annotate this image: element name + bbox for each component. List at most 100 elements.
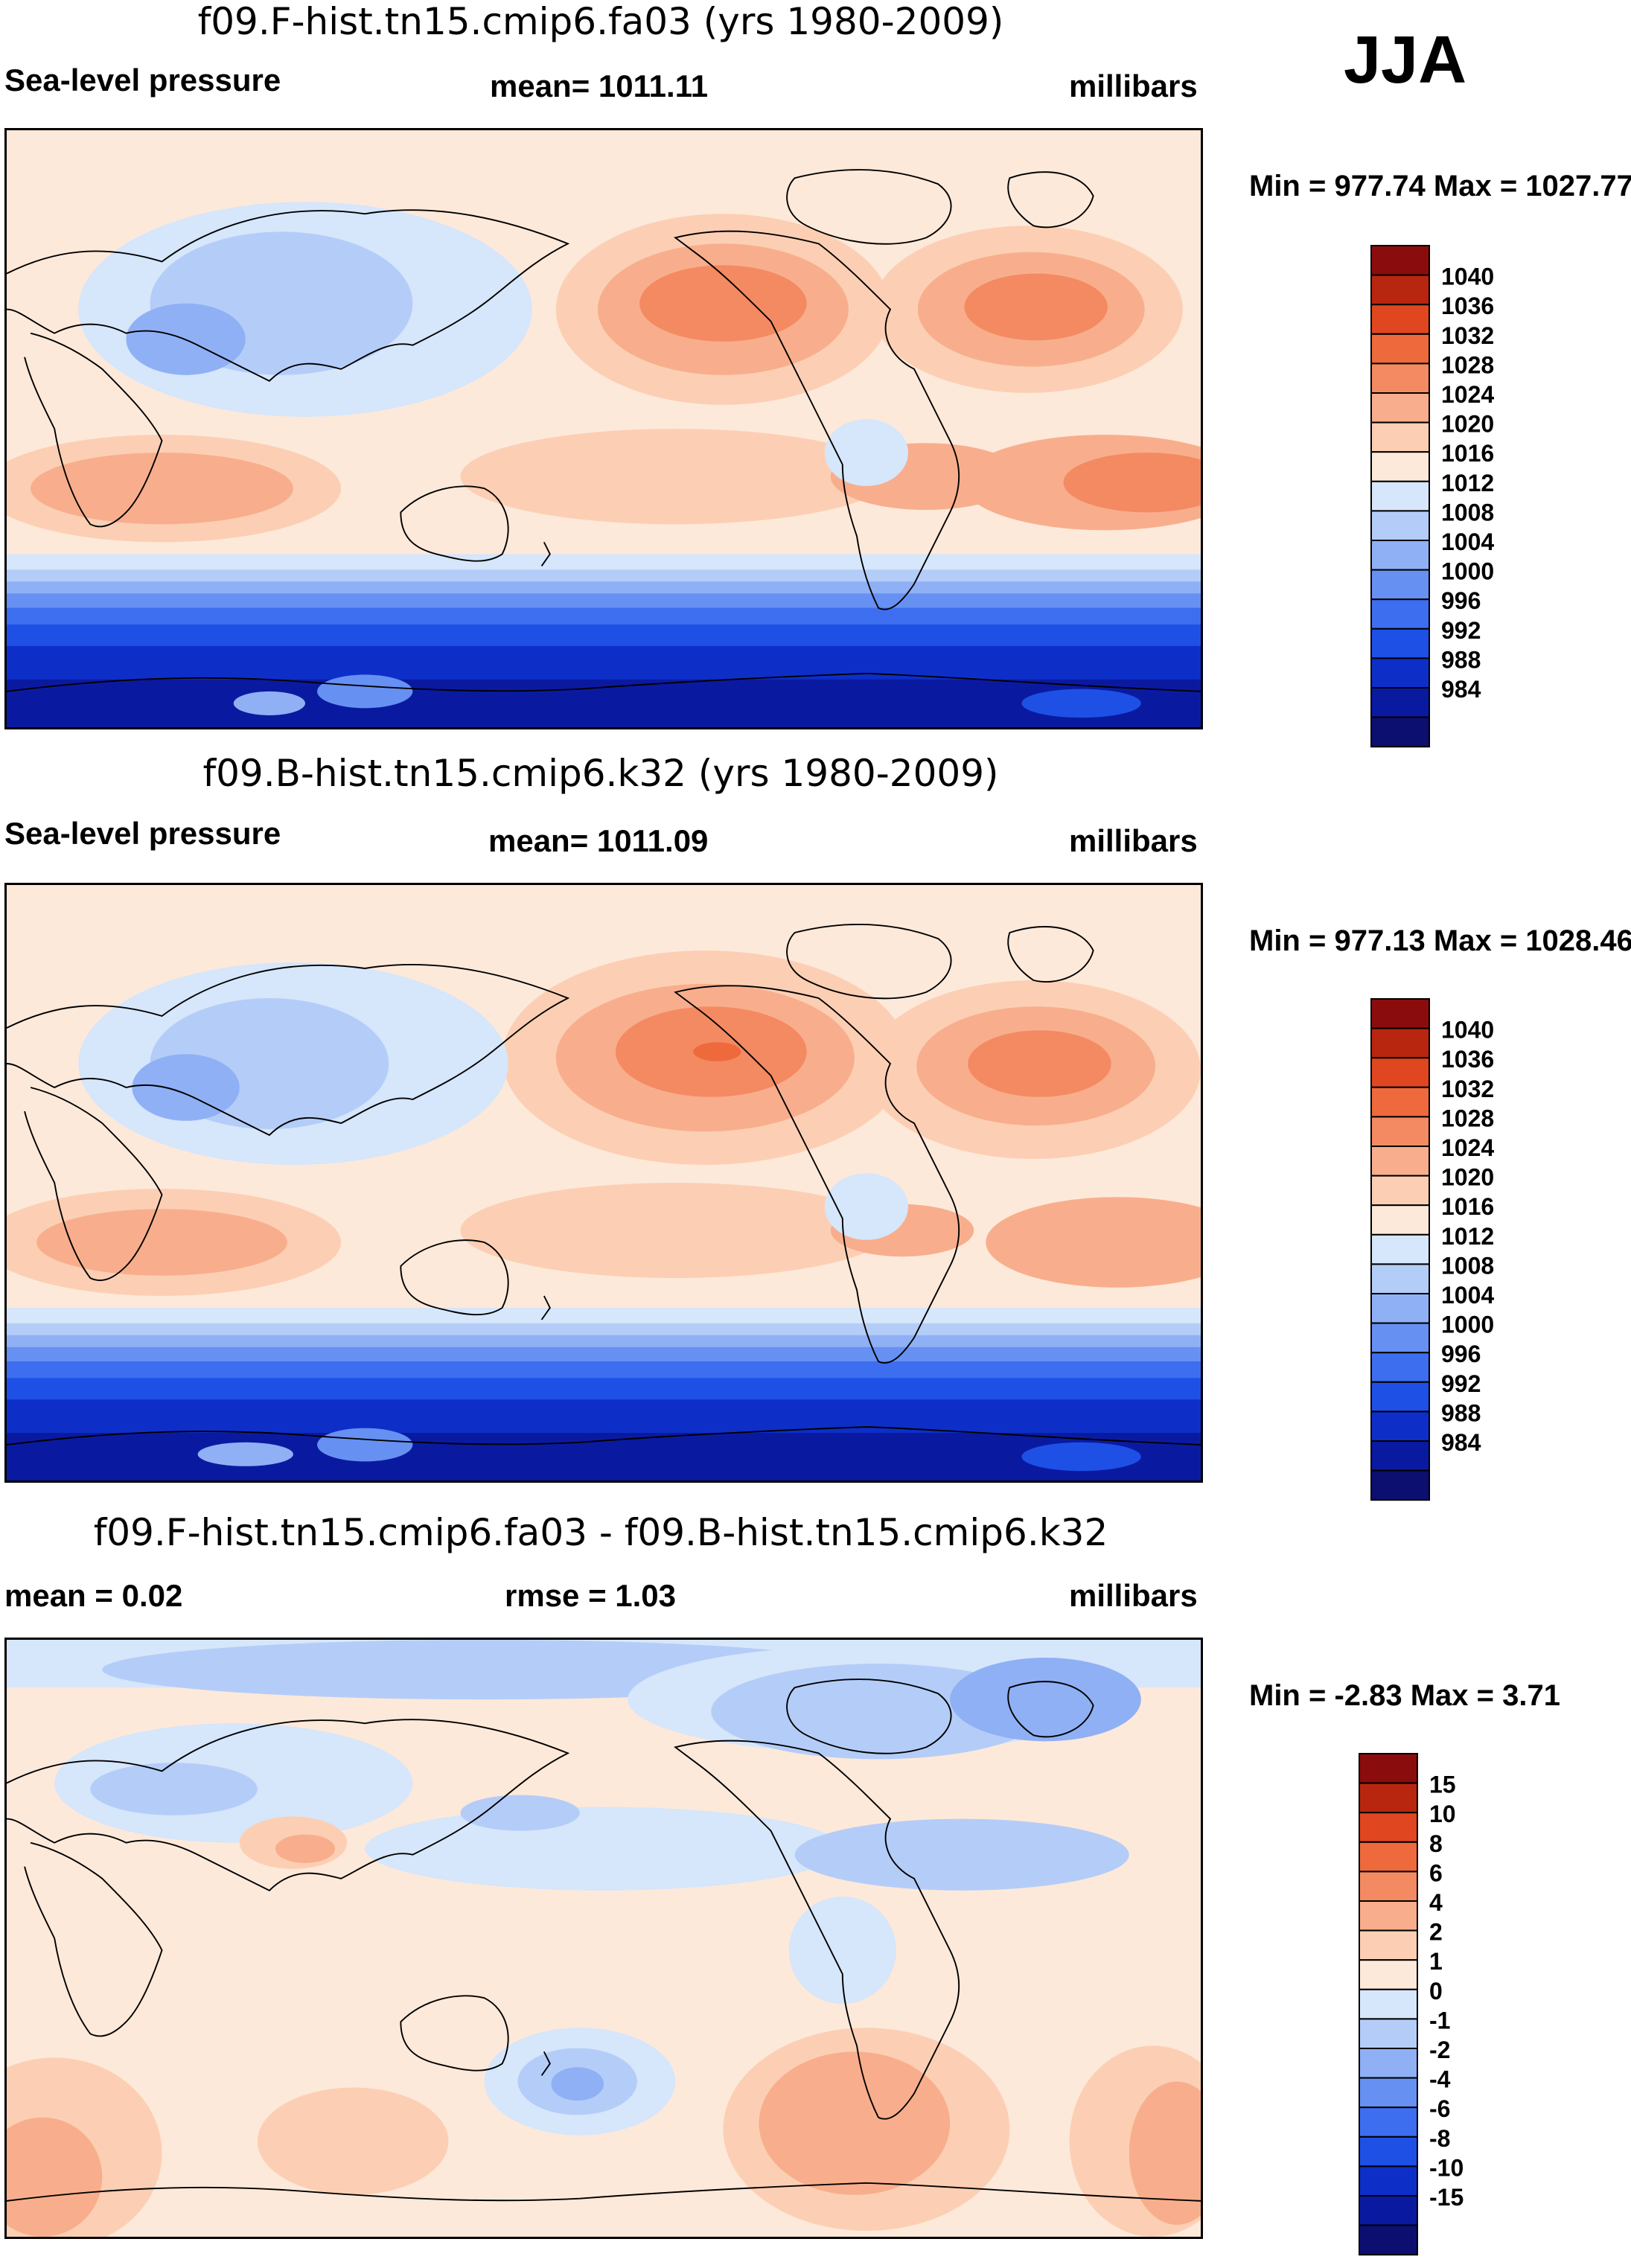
colorbar-label: 1016 — [1441, 1193, 1494, 1220]
colorbar-label: 1036 — [1441, 1046, 1494, 1073]
colorbar-box — [1370, 1352, 1430, 1383]
panel2-map-svg — [7, 885, 1201, 1480]
colorbar-box — [1370, 1263, 1430, 1294]
panel3-mean-label: mean = 0.02 — [4, 1578, 183, 1613]
colorbar-box — [1370, 1411, 1430, 1443]
colorbar-label: 996 — [1441, 1341, 1481, 1367]
colorbar-box — [1370, 687, 1430, 718]
colorbar-label: 992 — [1441, 617, 1481, 644]
colorbar-box — [1370, 1381, 1430, 1413]
colorbar-box — [1359, 1988, 1418, 2020]
panel1-map — [4, 128, 1203, 729]
colorbar-box — [1370, 510, 1430, 541]
colorbar-box — [1359, 1929, 1418, 1961]
colorbar-label: 1024 — [1441, 381, 1494, 408]
colorbar-label: 1008 — [1441, 499, 1494, 526]
panel2-colorbar-svg: 1040103610321028102410201016101210081004… — [1370, 998, 1494, 1501]
panel2-title: f09.B-hist.tn15.cmip6.k32 (yrs 1980-2009… — [202, 752, 999, 795]
colorbar-label: -1 — [1429, 2007, 1450, 2034]
panel1-units-label: millibars — [1069, 68, 1198, 103]
colorbar-box — [1370, 274, 1430, 306]
panel1-mean-label: mean= 1011.11 — [490, 68, 709, 103]
colorbar-box — [1370, 716, 1430, 748]
colorbar-box — [1370, 1116, 1430, 1147]
colorbar-box — [1370, 1175, 1430, 1207]
colorbar-label: 1020 — [1441, 1164, 1494, 1191]
colorbar-label: -10 — [1429, 2154, 1464, 2181]
panel3-colorbar: 15 10 8 6 4 2 1 0 -1 -2 -4 -6 -8 -10 -15 — [1358, 1752, 1529, 2268]
colorbar-box — [1359, 2224, 1418, 2256]
colorbar-box — [1370, 480, 1430, 512]
colorbar-box — [1370, 362, 1430, 394]
colorbar-box — [1359, 1959, 1418, 1990]
colorbar-label: 6 — [1429, 1859, 1443, 1886]
colorbar-label: 1000 — [1441, 558, 1494, 585]
colorbar-box — [1370, 998, 1430, 1029]
colorbar-label: 984 — [1441, 1429, 1481, 1456]
colorbar-box — [1370, 1440, 1430, 1472]
colorbar-box — [1370, 1057, 1430, 1088]
colorbar-box — [1359, 2018, 1418, 2049]
colorbar-label: 4 — [1429, 1889, 1443, 1916]
panel3-map — [4, 1638, 1203, 2239]
panel3-title: f09.F-hist.tn15.cmip6.fa03 - f09.B-hist.… — [93, 1511, 1108, 1554]
colorbar-label: 1028 — [1441, 1105, 1494, 1131]
colorbar-label: -8 — [1429, 2125, 1450, 2152]
colorbar-label: 988 — [1441, 646, 1481, 673]
colorbar-box — [1370, 451, 1430, 482]
colorbar-box — [1359, 2106, 1418, 2138]
colorbar-box — [1370, 598, 1430, 630]
colorbar-box — [1359, 1812, 1418, 1843]
panel2-map — [4, 883, 1203, 1483]
colorbar-label: 1040 — [1441, 1017, 1494, 1044]
colorbar-box — [1370, 1293, 1430, 1324]
colorbar-box — [1359, 2048, 1418, 2079]
colorbar-label: 1032 — [1441, 322, 1494, 349]
colorbar-box — [1370, 392, 1430, 424]
colorbar-label: 996 — [1441, 587, 1481, 614]
colorbar-box — [1370, 245, 1430, 276]
colorbar-box — [1370, 1204, 1430, 1236]
colorbar-label: 1000 — [1441, 1312, 1494, 1338]
colorbar-box — [1359, 1841, 1418, 1873]
panel3-map-svg — [7, 1640, 1201, 2237]
panel1-map-svg — [7, 130, 1201, 727]
colorbar-box — [1359, 1900, 1418, 1932]
colorbar-box — [1370, 657, 1430, 689]
panel2-minmax: Min = 977.13 Max = 1028.46 — [1249, 924, 1631, 957]
colorbar-label: 1040 — [1441, 263, 1494, 290]
panel3-units-label: millibars — [1069, 1578, 1198, 1613]
panel2-variable-label: Sea-level pressure — [4, 816, 281, 851]
colorbar-label: 1020 — [1441, 411, 1494, 438]
colorbar-label: 8 — [1429, 1830, 1443, 1857]
colorbar-label: 1 — [1429, 1948, 1443, 1975]
colorbar-label: 992 — [1441, 1370, 1481, 1397]
colorbar-label: 1004 — [1441, 528, 1494, 555]
panel1-minmax: Min = 977.74 Max = 1027.77 — [1249, 170, 1631, 202]
colorbar-label: 1004 — [1441, 1282, 1494, 1309]
colorbar-box — [1370, 304, 1430, 335]
colorbar-label: 1028 — [1441, 351, 1494, 378]
colorbar-label: 988 — [1441, 1399, 1481, 1426]
colorbar-label: 10 — [1429, 1801, 1456, 1827]
colorbar-label: -6 — [1429, 2095, 1450, 2122]
colorbar-label: 1016 — [1441, 440, 1494, 467]
colorbar-label: 1036 — [1441, 293, 1494, 319]
panel2-colorbar: 1040 1036 1032 1028 1024 1020 1016 1012 1008 1004… — [1370, 997, 1541, 1513]
colorbar-box — [1359, 2165, 1418, 2197]
colorbar-box — [1370, 627, 1430, 659]
panel3-minmax: Min = -2.83 Max = 3.71 — [1249, 1679, 1560, 1712]
season-label: JJA — [1344, 23, 1467, 98]
colorbar-box — [1370, 421, 1430, 453]
colorbar-label: 1032 — [1441, 1076, 1494, 1102]
colorbar-box — [1370, 569, 1430, 601]
colorbar-box — [1370, 1233, 1430, 1265]
panel2-units-label: millibars — [1069, 823, 1198, 858]
panel1-title: f09.F-hist.tn15.cmip6.fa03 (yrs 1980-200… — [197, 0, 1004, 43]
colorbar-label: -2 — [1429, 2037, 1450, 2063]
colorbar-box — [1370, 1086, 1430, 1118]
colorbar-label: -15 — [1429, 2184, 1464, 2211]
colorbar-label: 1008 — [1441, 1252, 1494, 1279]
